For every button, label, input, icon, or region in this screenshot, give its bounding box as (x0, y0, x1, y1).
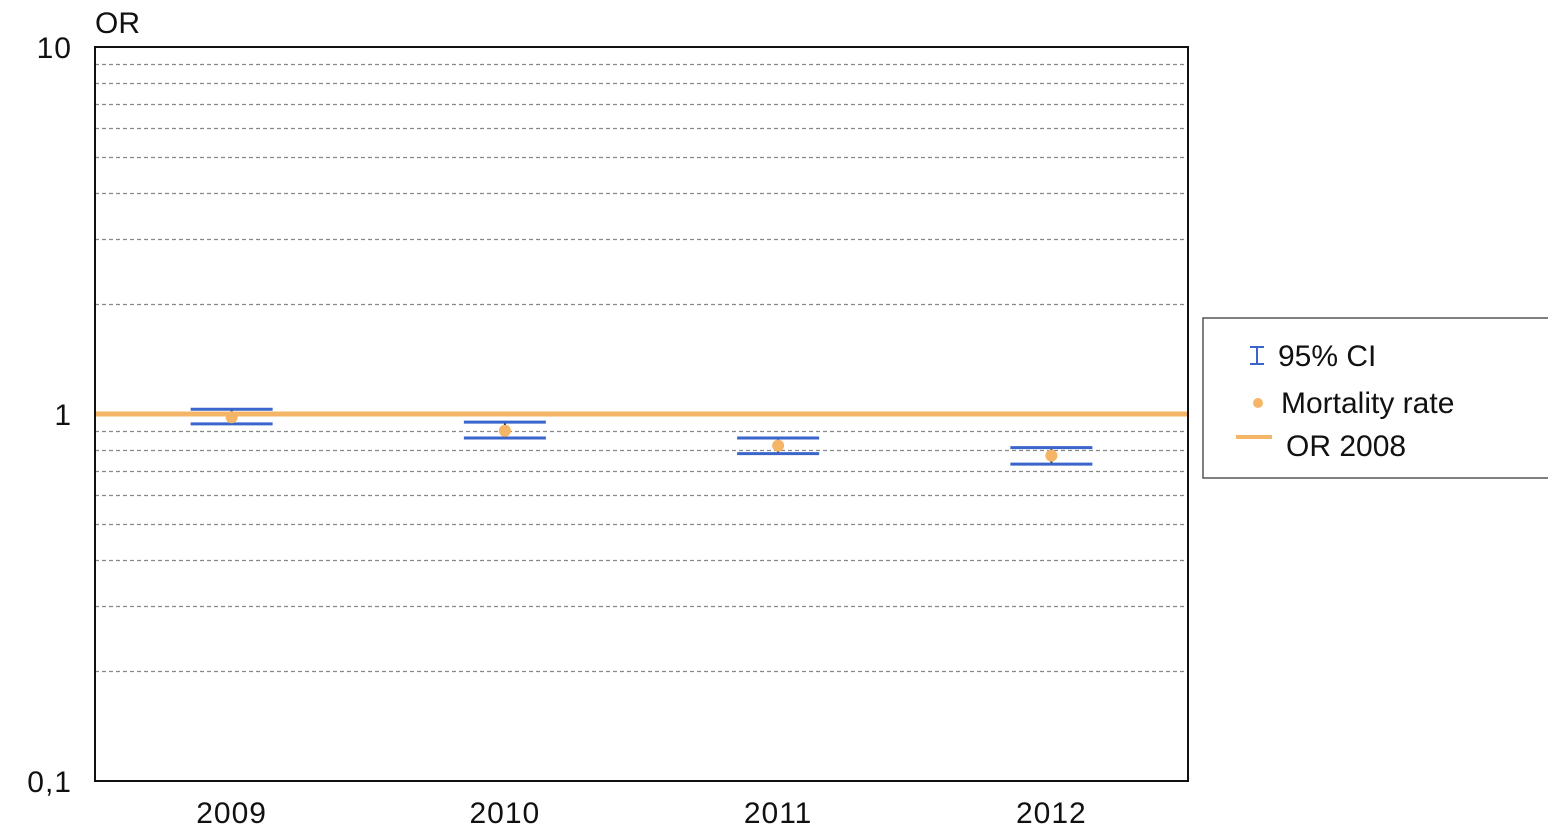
mortality-rate-point (225, 411, 238, 424)
legend-point-icon (1253, 398, 1263, 408)
y-tick-label: 0,1 (27, 766, 72, 799)
legend-ci-label: 95% CI (1278, 340, 1376, 373)
legend: 95% CI Mortality rate OR 2008 (1202, 317, 1548, 479)
grid-lines (95, 63, 1188, 673)
y-axis-title: OR (95, 7, 140, 40)
plot-frame (94, 46, 1189, 782)
y-tick-labels: 10 1 0,1 (27, 32, 72, 799)
x-tick-label: 2011 (744, 797, 813, 829)
x-tick-label: 2012 (1016, 797, 1087, 829)
y-tick-label: 10 (37, 32, 72, 65)
mortality-rate-point (772, 439, 785, 452)
mortality-rate-point (498, 424, 511, 437)
legend-ci-icon (1250, 346, 1264, 365)
data-points (225, 411, 1058, 462)
x-tick-label: 2009 (196, 797, 267, 829)
legend-box (1202, 317, 1548, 479)
x-tick-labels: 2009 2010 2011 2012 (196, 797, 1087, 829)
legend-reference-label: OR 2008 (1286, 430, 1406, 463)
legend-mortality-label: Mortality rate (1281, 387, 1454, 420)
confidence-intervals (190, 407, 1093, 466)
mortality-rate-point (1045, 449, 1058, 462)
x-tick-label: 2010 (470, 797, 541, 829)
y-tick-label: 1 (54, 399, 72, 432)
